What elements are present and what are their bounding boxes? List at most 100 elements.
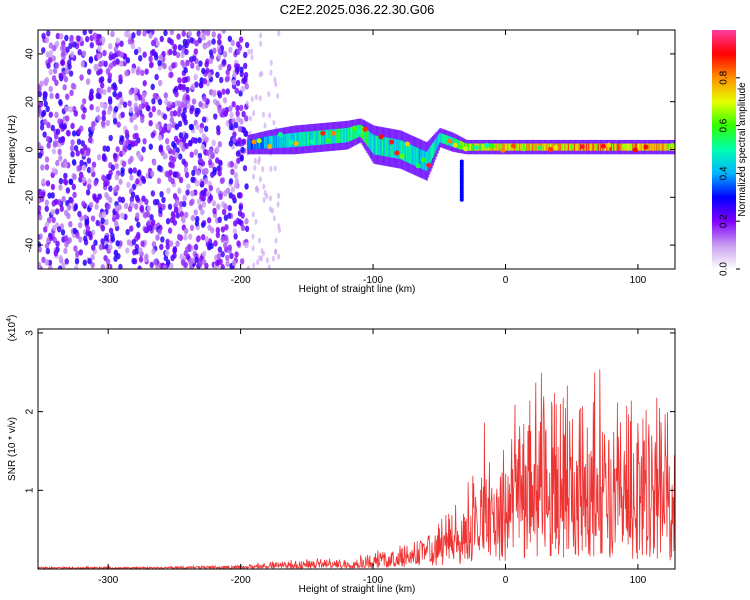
spectrogram-noise-blob	[206, 217, 212, 224]
spectrogram-signal-peak	[362, 126, 368, 132]
colorbar-tick-label: 0.0	[719, 262, 730, 276]
spectrogram-noise-blob	[232, 131, 237, 138]
spectrogram-noise-blob	[230, 186, 236, 193]
spectrogram-noise-blob	[38, 241, 42, 248]
spectrogram-noise-blob	[38, 234, 41, 241]
spectrogram-noise-blob	[83, 235, 88, 242]
spectrogram-signal-core	[327, 129, 330, 145]
spectrogram-noise-blob	[55, 92, 60, 100]
spectrogram-noise-blob	[167, 37, 172, 44]
spectrogram-noise-blob	[67, 237, 72, 244]
spectrogram-noise-blob	[243, 51, 248, 59]
spectrogram-signal-core	[462, 142, 465, 150]
spectrogram-noise-blob	[146, 30, 151, 34]
spectrogram-noise-blob	[76, 35, 81, 42]
spectrogram-noise-blob	[200, 234, 206, 241]
spectrogram-noise-blob	[156, 109, 162, 116]
spectrogram-noise-blob	[213, 240, 218, 247]
spectrogram-noise-blob	[107, 96, 113, 103]
spectrogram-noise-blob	[244, 241, 249, 249]
spectrogram-noise-blob	[247, 48, 251, 55]
spectrogram-noise-blob	[277, 192, 281, 199]
spectrogram-noise-blob	[70, 51, 75, 58]
spectrogram-signal-core	[324, 129, 327, 145]
spectrogram-signal-core	[458, 140, 461, 149]
spectrogram-noise-blob	[115, 240, 120, 247]
spectrogram-signal-core	[259, 137, 262, 149]
spectrogram-noise-blob	[134, 94, 139, 102]
spectrogram-noise-blob	[189, 37, 194, 44]
spectrogram-signal-core	[662, 143, 665, 151]
spectrogram-noise-blob	[85, 225, 91, 232]
spectrogram-noise-blob	[191, 98, 197, 105]
spectrogram-x-tick-label: -300	[98, 275, 118, 286]
spectrogram-noise-blob	[208, 148, 214, 155]
snr-y-ticks: 1 2 3	[25, 330, 675, 493]
spectrogram-noise-blob	[165, 259, 171, 266]
spectrogram-noise-blob	[82, 30, 87, 36]
spectrogram-noise-blob	[129, 174, 134, 181]
spectrogram-signal-core	[631, 143, 634, 151]
spectrogram-signal-core	[493, 143, 496, 151]
spectrogram-noise-blob	[234, 87, 239, 94]
spectrogram-signal-core	[529, 143, 532, 151]
spectrogram-signal-core	[378, 136, 381, 156]
spectrogram-noise-blob	[44, 205, 49, 212]
spectrogram-signal-core	[272, 135, 275, 149]
spectrogram-signal-peak	[320, 130, 326, 136]
spectrogram-noise-blob	[59, 205, 64, 212]
spectrogram-signal-core	[667, 143, 670, 151]
spectrogram-signal-core	[373, 135, 376, 155]
spectrogram-signal-core	[398, 139, 401, 159]
spectrogram-noise-blob	[110, 30, 115, 38]
spectrogram-noise-blob	[244, 218, 249, 225]
spectrogram-noise-blob	[212, 89, 217, 96]
spectrogram-noise-blob	[183, 227, 189, 235]
spectrogram-signal-core	[439, 132, 442, 143]
spectrogram-noise-blob	[78, 236, 83, 243]
spectrogram-signal-core	[503, 143, 506, 151]
spectrogram-noise-blob	[210, 227, 215, 234]
spectrogram-noise-blob	[151, 98, 156, 105]
spectrogram-signal-core	[656, 143, 659, 151]
spectrogram-noise-blob	[115, 146, 120, 153]
spectrogram-noise-blob	[148, 111, 153, 118]
spectrogram-noise-blob	[166, 144, 171, 152]
spectrogram-noise-blob	[160, 236, 165, 243]
spectrogram-noise-blob	[70, 122, 75, 130]
spectrogram-signal-peak	[473, 144, 479, 150]
spectrogram-noise-blob	[197, 37, 202, 44]
spectrogram-noise-blob	[88, 30, 93, 35]
spectrogram-signal-core	[546, 143, 549, 151]
spectrogram-signal-core	[250, 139, 253, 150]
spectrogram-noise-blob	[256, 259, 260, 266]
spectrogram-noise-blob	[132, 167, 137, 174]
spectrogram-noise-blob	[158, 54, 164, 61]
spectrogram-noise-blob	[201, 250, 207, 257]
spectrogram-noise-blob	[205, 190, 211, 197]
spectrogram-signal-core	[377, 135, 380, 156]
spectrogram-noise-blob	[69, 89, 74, 97]
spectrogram-noise-blob	[235, 79, 241, 87]
spectrogram-noise-blob	[175, 240, 180, 247]
spectrogram-signal-core	[334, 129, 337, 144]
spectrogram-signal-peak	[447, 138, 453, 144]
spectrogram-noise-blob	[87, 183, 92, 190]
spectrogram-noise-blob	[110, 232, 115, 239]
spectrogram-noise-blob	[173, 206, 179, 214]
spectrogram-noise-blob	[150, 170, 155, 178]
spectrogram-noise-blob	[135, 196, 141, 203]
spectrogram-signal-peak	[325, 138, 331, 144]
spectrogram-noise-blob	[103, 234, 109, 242]
spectrogram-noise-blob	[184, 142, 189, 150]
spectrogram-noise-blob	[193, 209, 198, 216]
snr-x-axis-title: Height of straight line (km)	[299, 584, 416, 595]
spectrogram-noise-blob	[201, 201, 207, 208]
spectrogram-noise-blob	[159, 35, 164, 43]
spectrogram-signal-core	[306, 131, 309, 146]
spectrogram-noise-blob	[228, 46, 233, 54]
spectrogram-noise-blob	[215, 259, 220, 267]
spectrogram-noise-blob	[50, 124, 55, 132]
spectrogram-noise-blob	[93, 239, 98, 246]
